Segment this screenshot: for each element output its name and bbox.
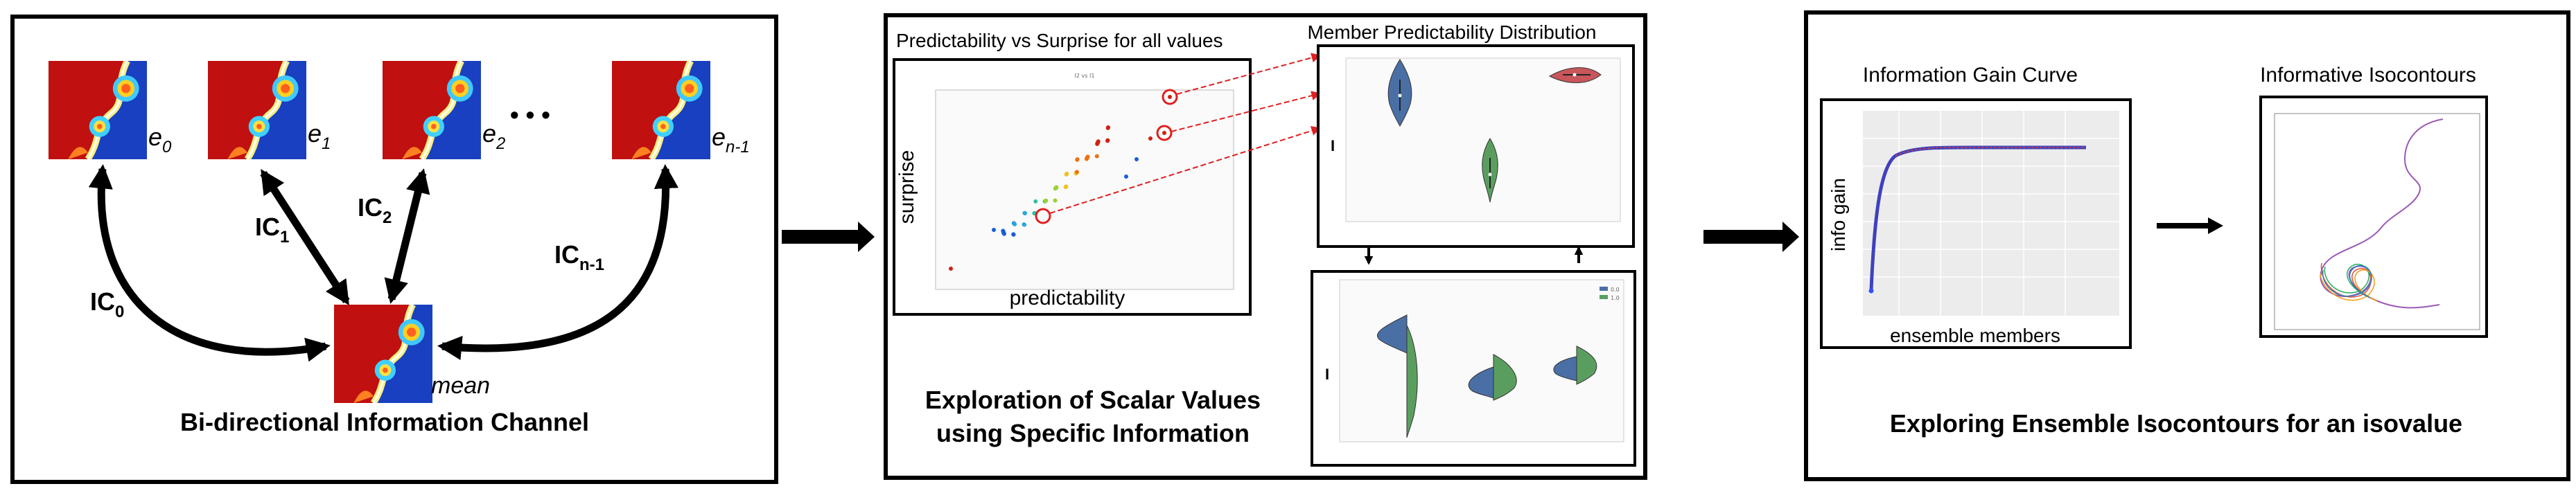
member-heatmap-e2 [383,61,481,159]
member-heatmap-e0 [49,61,147,159]
scatter-point [1011,232,1016,237]
scatter-point [1044,198,1049,203]
split-legend-swatch-2 [1600,295,1608,299]
split-violin-1-green [1406,325,1418,438]
scatter-point [1053,198,1058,203]
scatter-point [1162,131,1166,135]
split-legend-swatch-1 [1600,287,1608,291]
highlight-circle-3 [1035,208,1051,224]
isocontour-variant-2 [2324,264,2369,297]
scatter-xlabel: predictability [1010,287,1125,310]
member-heatmap-en-1 [612,61,710,159]
scatter-point [992,228,996,232]
scatter-point [1033,199,1038,204]
gain-curve-xlabel: ensemble members [1890,325,2060,346]
highlight-circle-1 [1162,89,1178,105]
panel-2-caption-line2: using Specific Information [936,419,1250,447]
member-label-e2: e2 [482,119,505,153]
member-heatmap-e1 [208,61,306,159]
violin-title: Member Predictability Distribution [1307,21,1596,43]
gain-curve-highlight [1895,146,2086,156]
gain-curve-plot: info gain ensemble members [1820,98,2132,349]
scatter-points [949,95,1172,271]
split-legend-label-1: 0.0 [1611,287,1620,293]
channel-label-ic2: IC2 [358,193,392,227]
violin-axis-glyph: I [1331,137,1335,154]
scatter-point [1148,136,1153,141]
scatter-point [1022,222,1027,227]
mean-heatmap [334,305,432,403]
scatter-point [1064,184,1069,189]
scatter-point [1075,157,1080,162]
scatter-point [1001,231,1006,236]
scatter-point [1074,170,1079,174]
scatter-point [1094,154,1099,159]
split-violin-1-blue [1377,314,1408,354]
scatter-point [1064,171,1069,176]
scatter-point [1134,157,1139,161]
panel-information-channel: e0 e1 e2 • • • en-1 mean IC0 IC1 IC2 ICn… [10,15,778,484]
member-label-e0: e0 [148,123,172,156]
isocontours-axes [2274,113,2480,330]
isocontour-arrow-head [2208,217,2223,234]
scatter-plot: I2 vs I1 surprise predictability [893,58,1252,316]
scatter-point [1096,139,1101,144]
flow-arrow-2-head [1782,222,1799,252]
scatter-point [949,267,953,271]
scatter-point [1105,138,1110,143]
flow-arrow-1-head [858,222,875,252]
scatter-title: Predictability vs Surprise for all value… [896,30,1223,51]
scatter-inner-title: I2 vs I1 [1075,73,1095,79]
isocontour-variant-1 [2320,262,2374,300]
scatter-point [1106,125,1110,129]
scatter-point [1168,95,1172,99]
gain-curve-start-point [1868,288,1874,294]
panel-ensemble-isocontours: Information Gain Curve info gain ensembl… [1804,10,2570,481]
split-violin-3-blue [1553,356,1577,382]
isocontours-title: Informative Isocontours [2260,64,2476,87]
scatter-point [1124,174,1128,179]
split-legend-label-2: 1.0 [1611,295,1620,301]
channel-label-icn-1: ICn-1 [554,240,604,274]
member-label-en-1: en-1 [712,123,750,156]
mean-label: mean [431,373,490,399]
scatter-point [1054,185,1059,190]
channel-arrow-ic2 [384,168,430,304]
scatter-point [1013,222,1017,226]
gain-curve-ylabel: info gain [1828,178,1849,251]
gain-curve-axes [1863,111,2119,316]
ellipsis: • • • [510,100,550,129]
violin-plot: I [1317,44,1635,248]
panel-scalar-exploration: Predictability vs Surprise for all value… [884,13,1647,480]
member-label-e1: e1 [308,119,331,153]
gain-curve-line [1869,145,2086,292]
scatter-axes [935,89,1234,290]
isocontour-variant-3 [2320,269,2378,302]
panel-3-caption: Exploring Ensemble Isocontours for an is… [1890,409,2462,438]
scatter-ylabel: surprise [895,150,918,224]
panel-1-caption: Bi-directional Information Channel [180,408,589,436]
panel-2-caption-line1: Exploration of Scalar Values [925,386,1261,414]
channel-label-ic1: IC1 [255,213,289,247]
split-violin-3-green [1576,346,1597,385]
connector-red-3 [1049,126,1322,214]
gain-curve-gridlines [1863,111,2119,316]
channel-arrow-icn-1 [437,163,678,361]
channel-arrow-ic1 [260,169,350,305]
channel-arrow-ic0 [88,163,331,362]
split-violin-axis-glyph: I [1325,366,1329,383]
channel-label-ic0: IC0 [90,287,124,321]
split-violin-plot: I 0.0 1.0 [1311,270,1636,467]
highlight-circle-2 [1156,125,1173,141]
split-violin-2-green [1493,354,1517,401]
scatter-point [1023,210,1028,215]
connector-red-2 [1171,91,1322,132]
isocontours-plot [2259,96,2488,338]
isocontour-variant-4 [2322,265,2372,298]
scatter-point [1085,154,1090,159]
split-violin-2-blue [1468,366,1494,399]
gain-curve-title: Information Gain Curve [1863,64,2078,87]
